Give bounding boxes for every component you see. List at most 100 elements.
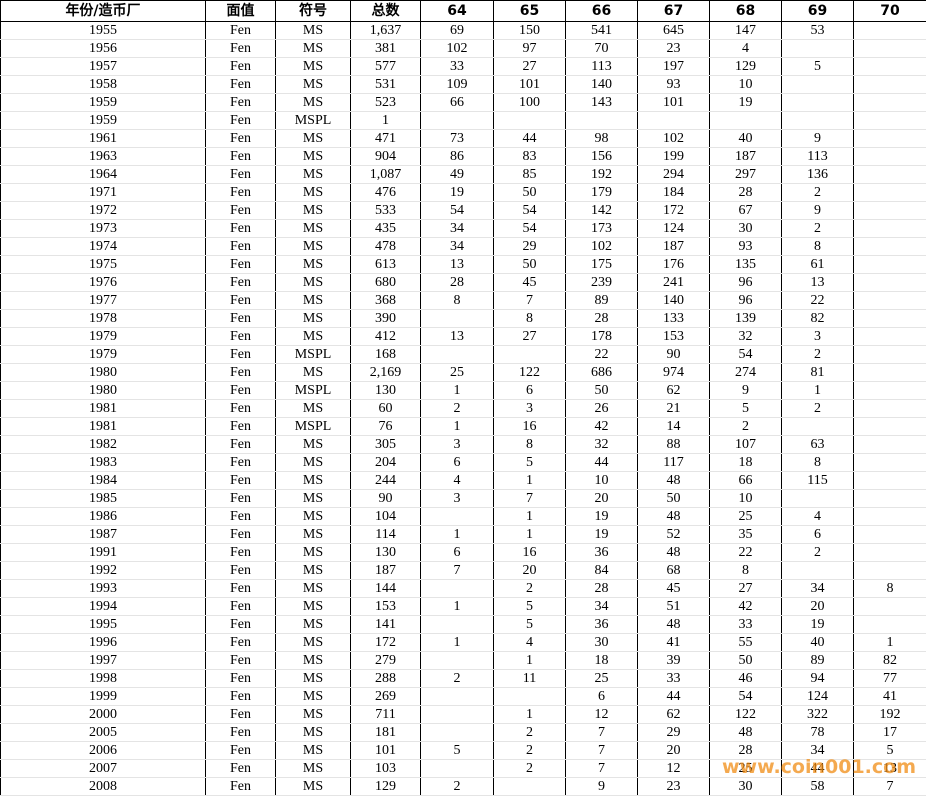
table-cell: 93 [709,237,782,256]
table-cell: 6 [565,687,638,706]
table-row: 1992 Fen MS 187 7 20 84 68 8 [0,561,926,580]
watermark: www.coin001.com [722,756,917,778]
table-cell: 1973 [0,219,206,238]
table-cell [853,309,926,328]
table-cell [853,561,926,580]
table-row: 2005 Fen MS 181 2 7 29 48 78 17 [0,723,926,742]
table-cell: 1974 [0,237,206,256]
table-cell: 3 [781,327,854,346]
table-cell: 173 [565,219,638,238]
table-cell [420,111,494,130]
table-cell: 2 [420,669,494,688]
table-cell: 2 [781,543,854,562]
table-cell: 305 [350,435,421,454]
table-cell: 7 [565,723,638,742]
table-cell: 28 [565,579,638,598]
table-cell: 34 [781,579,854,598]
table-cell: 4 [781,507,854,526]
table-row: 1986 Fen MS 104 1 19 48 25 4 [0,507,926,526]
table-cell [781,75,854,94]
table-cell: MS [275,435,351,454]
table-cell: 45 [493,273,566,292]
table-cell: 533 [350,201,421,220]
table-cell: 523 [350,93,421,112]
table-cell: Fen [205,309,276,328]
table-cell [853,219,926,238]
table-cell: 1961 [0,129,206,148]
table-cell: 645 [637,21,710,40]
table-cell [420,723,494,742]
table-cell: 381 [350,39,421,58]
table-cell: Fen [205,165,276,184]
table-cell: 11 [493,669,566,688]
table-cell: 269 [350,687,421,706]
table-cell: 1984 [0,471,206,490]
table-cell: 82 [781,309,854,328]
table-cell: 7 [565,759,638,778]
table-cell: 2 [781,399,854,418]
table-cell: 197 [637,57,710,76]
table-cell: 139 [709,309,782,328]
table-cell: MS [275,327,351,346]
table-cell: 1979 [0,345,206,364]
table-cell: 35 [709,525,782,544]
table-cell: 124 [781,687,854,706]
table-cell: 435 [350,219,421,238]
header-cell: 66 [565,0,638,22]
table-cell: 34 [420,237,494,256]
table-cell: 6 [493,381,566,400]
table-row: 1963 Fen MS 904 86 83 156 199 187 113 [0,147,926,166]
table-cell: Fen [205,471,276,490]
table-cell: 54 [420,201,494,220]
table-cell: 96 [709,273,782,292]
table-cell: 1 [781,381,854,400]
table-cell: 70 [565,39,638,58]
table-cell: Fen [205,705,276,724]
table-cell: 20 [637,741,710,760]
table-cell: 10 [709,75,782,94]
table-cell: 686 [565,363,638,382]
table-cell: 52 [637,525,710,544]
table-cell: 2 [709,417,782,436]
table-cell: 26 [565,399,638,418]
table-cell [853,525,926,544]
table-cell: 613 [350,255,421,274]
table-row: 1981 Fen MSPL 76 1 16 42 14 2 [0,417,926,436]
table-cell: 50 [565,381,638,400]
table-cell: 13 [853,759,926,778]
table-cell: 53 [781,21,854,40]
table-cell: 66 [420,93,494,112]
table-cell: 5 [781,57,854,76]
table-row: 1957 Fen MS 577 33 27 113 197 129 5 [0,57,926,76]
table-cell: 1977 [0,291,206,310]
table-row: 1982 Fen MS 305 3 8 32 88 107 63 [0,435,926,454]
table-cell: 51 [637,597,710,616]
table-cell: 153 [637,327,710,346]
table-cell: 10 [565,471,638,490]
header-cell: 年份/造币厂 [0,0,206,22]
table-cell: Fen [205,381,276,400]
table-cell: MS [275,507,351,526]
table-cell: 1958 [0,75,206,94]
table-cell: Fen [205,291,276,310]
table-cell: 102 [565,237,638,256]
table-row: 1978 Fen MS 390 8 28 133 139 82 [0,309,926,328]
table-cell: 1981 [0,417,206,436]
table-cell: MS [275,579,351,598]
table-cell: 101 [350,741,421,760]
table-cell [637,111,710,130]
table-cell: 2006 [0,741,206,760]
table-cell: MS [275,129,351,148]
table-cell: 90 [637,345,710,364]
table-cell: 28 [709,741,782,760]
table-cell: 192 [853,705,926,724]
table-cell: 2 [420,777,494,796]
table-cell: 7 [565,741,638,760]
table-cell: 32 [709,327,782,346]
table-cell: Fen [205,507,276,526]
table-cell: 2000 [0,705,206,724]
table-cell: 55 [709,633,782,652]
table-cell: 28 [709,183,782,202]
table-cell: 20 [565,489,638,508]
table-cell [853,57,926,76]
